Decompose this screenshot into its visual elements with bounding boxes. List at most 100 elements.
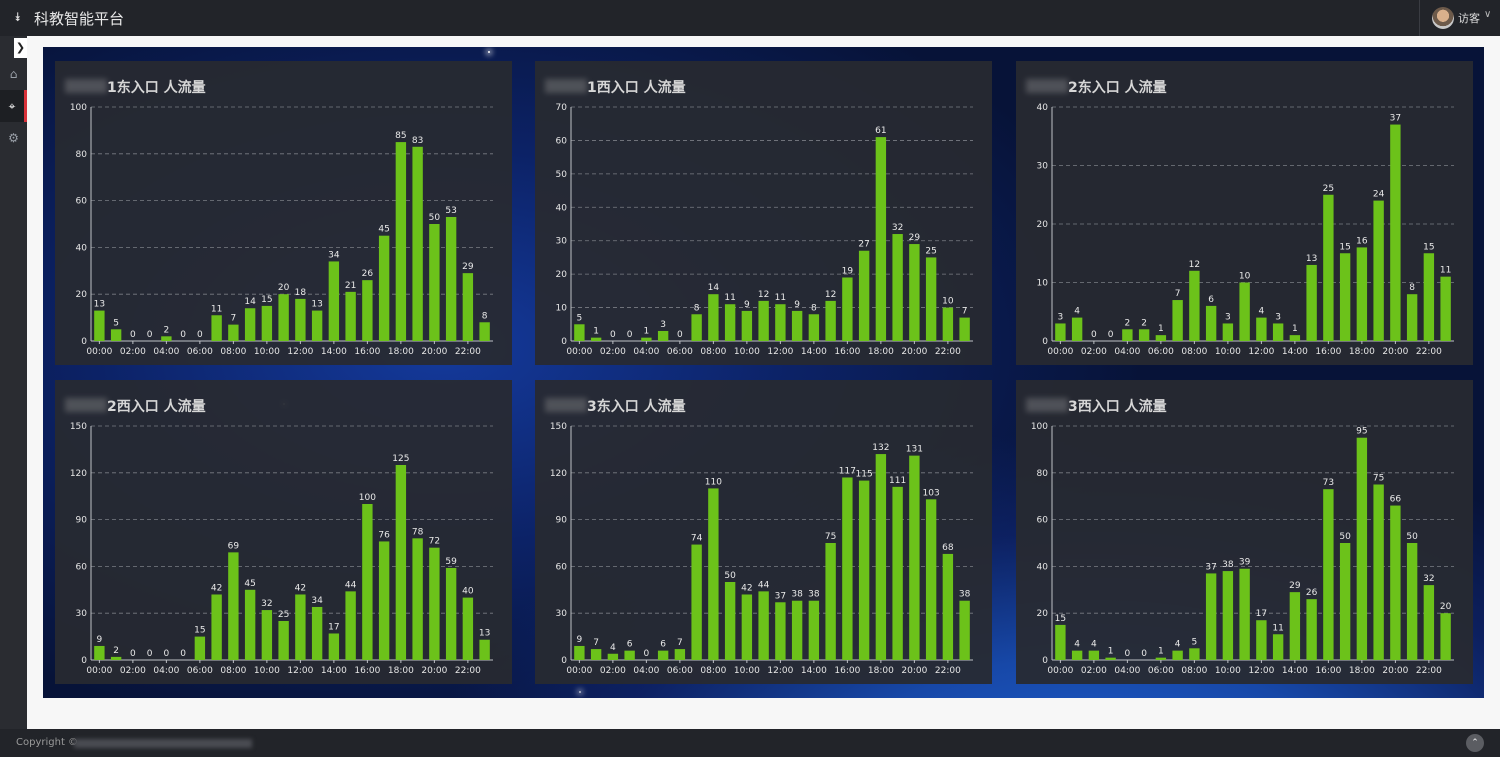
bar: [1306, 264, 1317, 341]
y-tick-label: 30: [1037, 162, 1049, 172]
data-label: 117: [839, 466, 856, 476]
data-label: 37: [1205, 562, 1216, 572]
y-tick-label: 90: [76, 516, 88, 526]
y-tick-label: 100: [70, 103, 87, 113]
data-label: 0: [130, 649, 136, 659]
chart-panel-1-west: 1西入口 人流量 0 10 20 30 40 50 60 70 5 1 0 0 1 3 0 8 14 11 9 12 1…: [535, 61, 992, 365]
data-label: 111: [889, 476, 906, 486]
bar: [1323, 489, 1334, 660]
y-tick-label: 150: [70, 422, 87, 432]
data-label: 34: [311, 596, 323, 606]
x-tick-label: 12:00: [1248, 666, 1274, 676]
bar: [674, 649, 686, 660]
user-menu[interactable]: 访客 ∨: [1419, 0, 1500, 36]
x-tick-label: 20:00: [421, 347, 447, 357]
data-label: 4: [1074, 640, 1080, 650]
y-tick-label: 10: [1037, 279, 1049, 289]
bar: [244, 308, 256, 341]
bar: [211, 315, 222, 341]
bar: [194, 636, 206, 660]
bar: [445, 567, 457, 660]
x-tick-label: 08:00: [1181, 666, 1207, 676]
data-label: 4: [1091, 640, 1097, 650]
data-label: 32: [892, 223, 903, 233]
data-label: 29: [909, 233, 921, 243]
data-label: 42: [211, 583, 222, 593]
bar: [875, 137, 887, 341]
bar: [1289, 592, 1301, 660]
data-label: 8: [1409, 283, 1415, 293]
bar: [590, 649, 602, 660]
bar: [741, 310, 753, 341]
y-tick-label: 0: [561, 337, 567, 347]
data-label: 0: [1108, 330, 1114, 340]
x-tick-label: 00:00: [86, 666, 112, 676]
title-blur: [1026, 79, 1068, 93]
data-label: 20: [278, 283, 290, 293]
data-label: 0: [130, 330, 136, 340]
chevron-right-icon[interactable]: ❯: [14, 38, 27, 58]
sidebar: ❯ ⌂ ⌖ ⚙: [0, 36, 27, 729]
y-tick-label: 90: [556, 516, 568, 526]
data-label: 25: [925, 246, 936, 256]
data-label: 1: [593, 327, 599, 337]
double-chevron-down-icon[interactable]: ⯯: [14, 10, 22, 24]
chart-panel-1-east: 1东入口 人流量 0 20 40 60 80 100 13 5 0 0 2 0 0 11 7 14 15 20 18…: [55, 61, 512, 365]
sidebar-item-home[interactable]: ⌂: [0, 58, 27, 90]
bar: [590, 337, 602, 341]
x-tick-label: 00:00: [566, 347, 592, 357]
data-label: 8: [694, 303, 700, 313]
data-label: 5: [577, 313, 583, 323]
bar: [1071, 317, 1083, 341]
x-tick-label: 16:00: [354, 347, 380, 357]
data-label: 0: [164, 649, 170, 659]
main-content: 1东入口 人流量 0 20 40 60 80 100 13 5 0 0 2 0 0 11 7 14 15 20 18…: [27, 36, 1500, 729]
x-tick-label: 08:00: [220, 347, 246, 357]
bar: [1323, 194, 1334, 341]
data-label: 50: [429, 213, 441, 223]
data-label: 2: [113, 646, 119, 656]
bar: [412, 146, 423, 341]
data-label: 75: [825, 532, 836, 542]
bar: [1423, 253, 1435, 341]
bar: [842, 277, 853, 341]
bar: [462, 273, 474, 341]
bar: [362, 280, 373, 341]
bar: [1406, 294, 1418, 341]
x-tick-label: 08:00: [220, 666, 246, 676]
data-label: 27: [858, 240, 869, 250]
y-tick-label: 100: [1031, 422, 1048, 432]
bar: [925, 499, 937, 660]
bar: [1256, 620, 1267, 660]
bar: [110, 656, 122, 660]
data-label: 1: [644, 327, 650, 337]
sidebar-item-location[interactable]: ⌖: [0, 90, 27, 122]
app-title: 科教智能平台: [34, 10, 125, 28]
data-label: 3: [1275, 312, 1281, 322]
x-tick-label: 10:00: [254, 666, 280, 676]
bar: [842, 477, 853, 660]
x-tick-label: 06:00: [187, 347, 213, 357]
data-label: 69: [228, 541, 240, 551]
data-label: 6: [627, 640, 633, 650]
data-label: 110: [705, 477, 722, 487]
chevron-up-icon[interactable]: ⌃: [1466, 734, 1484, 752]
data-label: 38: [1222, 560, 1234, 570]
data-label: 66: [1390, 495, 1402, 505]
bar: [1339, 253, 1351, 341]
map-marker-icon: ⌖: [8, 99, 16, 113]
sidebar-item-settings[interactable]: ⚙: [0, 122, 27, 154]
bar: [892, 486, 903, 660]
x-tick-label: 20:00: [421, 666, 447, 676]
bar: [261, 305, 273, 341]
bar: [1440, 613, 1451, 660]
user-name: 访客: [1458, 12, 1480, 25]
x-tick-label: 18:00: [868, 347, 894, 357]
x-tick-label: 16:00: [1315, 347, 1341, 357]
y-tick-label: 60: [556, 136, 568, 146]
x-tick-label: 12:00: [767, 666, 793, 676]
y-tick-label: 120: [550, 469, 567, 479]
bar: [1189, 648, 1200, 660]
x-tick-label: 18:00: [1349, 666, 1375, 676]
